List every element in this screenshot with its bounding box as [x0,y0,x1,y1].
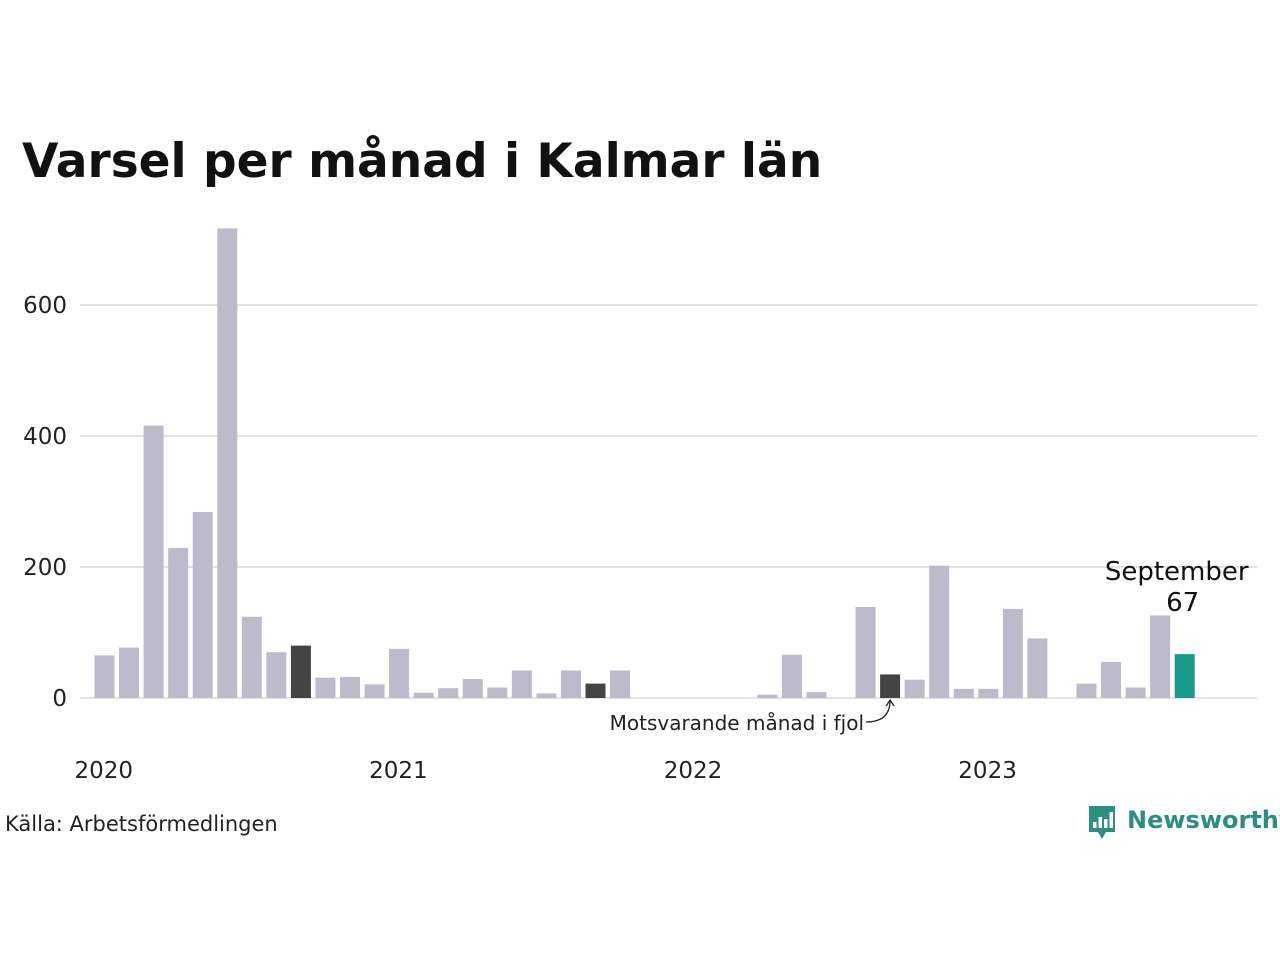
y-tick-label: 0 [52,686,67,712]
bar-2021-09 [585,683,606,698]
bar-2023-02 [1002,608,1023,698]
bar-2020-03 [143,425,164,698]
x-tick-label: 2020 [75,758,134,784]
bar-2021-03 [438,688,459,698]
x-tick-label: 2021 [369,758,428,784]
bars [94,228,1195,699]
annotation-label: Motsvarande månad i fjol [610,711,864,735]
bar-2021-07 [536,693,557,698]
bar-2023-08 [1150,615,1171,698]
bar-2023-01 [978,688,999,698]
highlight-month-label: September [1105,557,1249,587]
brand-name: Newsworthy [1127,806,1280,834]
bar-2023-07 [1125,687,1146,698]
newsworthy-chart-icon [1089,806,1115,839]
y-tick-label: 200 [23,555,67,581]
source-note: Källa: Arbetsförmedlingen [5,812,278,836]
bar-2020-09 [290,645,311,698]
chart-title: Varsel per månad i Kalmar län [22,134,822,189]
bar-2022-06 [806,692,827,698]
bar-2021-02 [413,692,434,698]
bar-2020-08 [266,652,287,698]
bar-2021-05 [487,687,508,698]
y-tick-label: 400 [23,424,67,450]
bar-2020-01 [94,655,115,698]
bar-2020-05 [192,511,213,698]
bar-2022-10 [904,679,925,698]
bar-2022-08 [855,606,876,698]
bar-2020-06 [217,228,238,699]
y-tick-label: 600 [23,293,67,319]
bar-2023-09 [1174,654,1195,698]
bar-2021-10 [610,670,631,698]
bar-2020-07 [241,616,262,698]
bar-2021-06 [511,670,532,698]
bar-2022-09 [880,674,901,698]
bar-2020-04 [168,548,189,698]
x-axis-ticks: 2020 2021 2022 2023 [75,758,1017,784]
highlight-value-label: 67 [1166,588,1199,618]
annotation-arrowhead [885,698,895,707]
bar-2020-02 [119,647,140,698]
bar-2022-11 [929,565,950,698]
newsworthy-logo: Newsworthy [1089,806,1280,839]
x-tick-label: 2023 [958,758,1017,784]
bar-2020-12 [364,684,385,698]
annotation-arrow [865,699,891,723]
gridlines [80,304,1257,699]
bar-2022-04 [757,694,778,698]
bar-2023-03 [1027,638,1048,698]
bar-2021-08 [560,670,581,698]
bar-2020-10 [315,677,336,698]
bar-2021-04 [462,679,483,698]
bar-2023-06 [1101,661,1122,698]
bar-2020-11 [340,677,360,698]
y-axis-ticks: 0 200 400 600 [23,293,67,712]
bar-2022-05 [781,654,802,698]
bar-2023-05 [1076,683,1097,698]
bar-2022-12 [953,688,974,698]
x-tick-label: 2022 [664,758,723,784]
bar-2021-01 [389,648,410,698]
